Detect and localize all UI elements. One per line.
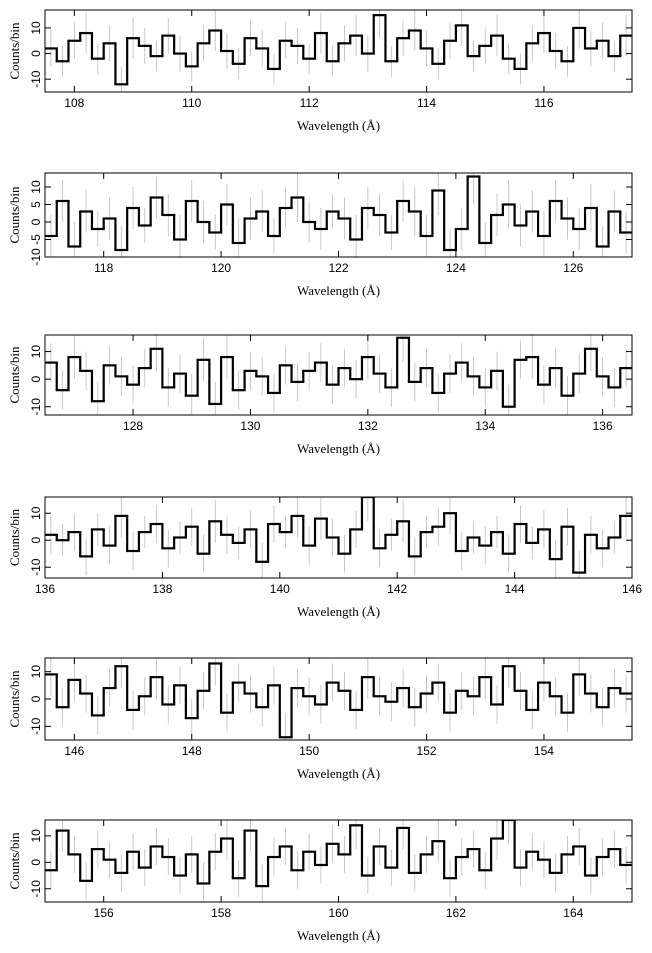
plot-area [45, 335, 632, 415]
y-axis-label: Counts/bin [7, 22, 22, 80]
x-tick-label: 130 [240, 419, 260, 433]
x-tick-label: 126 [563, 261, 583, 275]
y-tick-label: 10 [29, 21, 43, 35]
x-axis-label: Wavelength (Å) [297, 441, 380, 456]
x-tick-label: 154 [534, 744, 554, 758]
x-tick-label: 152 [417, 744, 437, 758]
y-tick-label: 0 [29, 859, 43, 866]
x-tick-label: 160 [328, 906, 348, 920]
x-tick-label: 136 [35, 582, 55, 596]
y-tick-label: -10 [29, 398, 43, 416]
plot-frame [44, 496, 633, 579]
y-tick-label: -10 [29, 248, 43, 266]
x-tick-label: 128 [123, 419, 143, 433]
x-axis-label: Wavelength (Å) [297, 118, 380, 133]
panel: 136 138 140 142 144 146 -10 0 10 Wavelength (Å) Co… [7, 496, 642, 619]
y-tick-label: 10 [29, 180, 43, 194]
plot-frame [44, 9, 633, 93]
x-tick-label: 164 [563, 906, 583, 920]
y-tick-label: -10 [29, 880, 43, 898]
x-tick-label: 158 [211, 906, 231, 920]
y-tick-label: -10 [29, 717, 43, 735]
y-tick-label: 0 [29, 695, 43, 702]
y-tick-label: -10 [29, 70, 43, 88]
x-tick-label: 136 [593, 419, 613, 433]
y-tick-label: 0 [29, 375, 43, 382]
x-tick-label: 138 [152, 582, 172, 596]
x-tick-label: 132 [358, 419, 378, 433]
panel: 128 130 132 134 136 -10 0 10 Wavelength (Å) Count… [7, 334, 633, 456]
x-tick-label: 108 [64, 96, 84, 110]
x-tick-label: 116 [534, 96, 553, 110]
x-tick-label: 134 [475, 419, 495, 433]
y-axis-label: Counts/bin [7, 670, 22, 728]
y-tick-label: 0 [29, 218, 43, 225]
y-tick-label: 0 [29, 50, 43, 57]
y-axis-label: Counts/bin [7, 186, 22, 244]
panel: 118 120 122 124 126 -10 -5 0 5 10 Wavelength (Å) Co… [7, 172, 633, 298]
plot-area [45, 10, 632, 92]
x-tick-label: 142 [387, 582, 407, 596]
y-axis-label: Counts/bin [7, 346, 22, 404]
x-tick-label: 140 [270, 582, 290, 596]
x-tick-label: 148 [182, 744, 202, 758]
x-axis-label: Wavelength (Å) [297, 283, 380, 298]
plot-area [45, 497, 632, 578]
y-tick-label: 10 [29, 506, 43, 520]
y-tick-label: 10 [29, 345, 43, 359]
panel: 108 110 112 114 116 -10 0 10 Wavelength (Å) Count… [7, 9, 633, 133]
y-tick-label: -10 [29, 558, 43, 576]
x-tick-label: 118 [94, 261, 113, 275]
x-axis-label: Wavelength (Å) [297, 604, 380, 619]
y-tick-label: 10 [29, 665, 43, 679]
x-tick-label: 144 [505, 582, 525, 596]
x-tick-label: 146 [64, 744, 84, 758]
y-axis-label: Counts/bin [7, 832, 22, 890]
x-tick-label: 124 [446, 261, 466, 275]
x-tick-label: 114 [417, 96, 436, 110]
panel: 156 158 160 162 164 -10 0 10 Wavelength (Å) Count… [7, 819, 633, 943]
y-tick-label: 0 [29, 537, 43, 544]
plot-area [45, 173, 632, 257]
x-axis-label: Wavelength (Å) [297, 766, 380, 781]
y-axis-label: Counts/bin [7, 508, 22, 566]
x-tick-label: 110 [182, 96, 201, 110]
x-axis-label: Wavelength (Å) [297, 928, 380, 943]
x-tick-label: 120 [211, 261, 231, 275]
plot-area [45, 820, 632, 902]
y-tick-label: 5 [29, 201, 43, 208]
plot-area [45, 658, 632, 740]
plot-frame [44, 334, 633, 416]
x-tick-label: 162 [446, 906, 466, 920]
x-tick-label: 112 [300, 96, 319, 110]
x-tick-label: 150 [299, 744, 319, 758]
y-tick-label: -5 [29, 234, 43, 245]
y-tick-label: 10 [29, 829, 43, 843]
x-tick-label: 146 [622, 582, 642, 596]
x-tick-label: 156 [94, 906, 114, 920]
x-tick-label: 122 [328, 261, 348, 275]
panel: 146 148 150 152 154 -10 0 10 Wavelength (Å) Count… [7, 657, 633, 781]
